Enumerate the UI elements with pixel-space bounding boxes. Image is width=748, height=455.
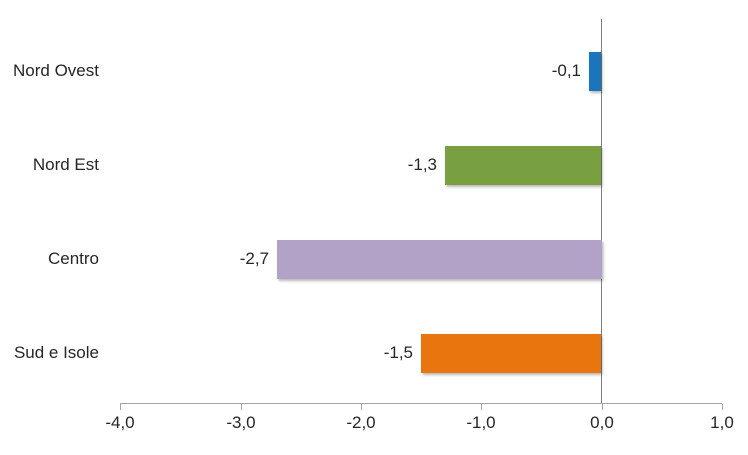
x-axis-tick: [120, 404, 121, 410]
x-axis-tick: [481, 404, 482, 410]
category-label: Nord Ovest: [13, 61, 99, 80]
x-axis-tick-label: -4,0: [105, 413, 135, 432]
x-axis-tick: [361, 404, 362, 410]
category-label: Centro: [47, 249, 99, 268]
x-axis-tick-label: -3,0: [226, 413, 256, 432]
data-label: -1,3: [407, 155, 437, 174]
zero-baseline: [601, 19, 602, 403]
bar-centro: [277, 240, 602, 279]
x-axis-tick: [602, 404, 603, 410]
data-label: -2,7: [239, 249, 269, 268]
category-label: Nord Est: [32, 155, 99, 174]
bar-nord-est: [445, 146, 601, 185]
category-label: Sud e Isole: [13, 343, 99, 362]
data-label: -0,1: [551, 61, 581, 80]
x-axis-tick: [722, 404, 723, 410]
x-axis-tick-label: 1,0: [710, 413, 734, 432]
x-axis-tick-label: 0,0: [590, 413, 614, 432]
bar-sud-e-isole: [421, 334, 601, 373]
data-label: -1,5: [383, 343, 413, 362]
x-axis-tick-label: -2,0: [346, 413, 376, 432]
bar-nord-ovest: [589, 52, 601, 91]
x-axis-line: [120, 403, 722, 404]
x-axis-tick: [241, 404, 242, 410]
x-axis-tick-label: -1,0: [466, 413, 496, 432]
